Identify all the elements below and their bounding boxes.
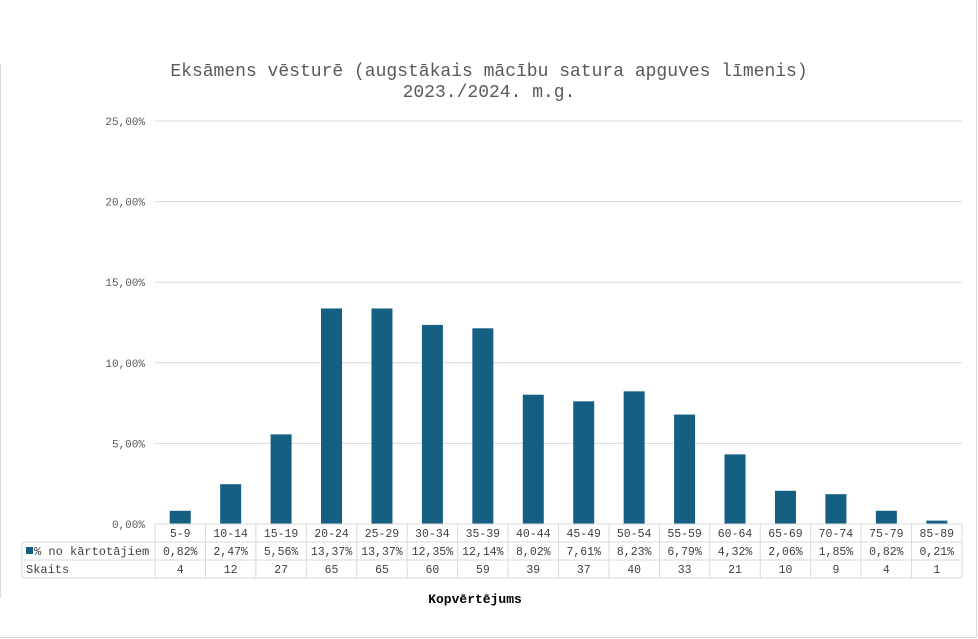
x-tick-label: 85-89 (920, 528, 955, 541)
bar (371, 308, 393, 524)
bar (825, 494, 847, 524)
y-tick-label: 0,00% (112, 520, 145, 532)
table-cell: 1 (933, 564, 940, 577)
bar (522, 394, 544, 524)
table-row-label: Skaits (26, 563, 69, 577)
table-cell: 37 (577, 564, 591, 577)
table-cell: 33 (678, 564, 692, 577)
frame-bottom-edge (66, 637, 977, 638)
bar (774, 490, 796, 524)
x-tick-label: 65-69 (768, 528, 803, 541)
table-cell: 7,61% (566, 546, 601, 559)
chart-title: Eksāmens vēsturē (augstākais mācību satu… (170, 62, 808, 82)
table-cell: 13,37% (361, 546, 403, 559)
table-cell: 27 (274, 564, 288, 577)
bar (472, 328, 494, 524)
x-tick-label: 55-59 (667, 528, 702, 541)
table-cell: 1,85% (819, 546, 854, 559)
bar (875, 510, 897, 524)
table-cell: 13,37% (311, 546, 353, 559)
x-tick-label: 40-44 (516, 528, 551, 541)
table-cell: 59 (476, 564, 490, 577)
table-cell: 39 (526, 564, 540, 577)
bar (724, 454, 746, 524)
bar (623, 391, 645, 524)
y-tick-label: 15,00% (105, 278, 145, 290)
x-tick-label: 30-34 (415, 528, 450, 541)
table-cell: 5,56% (264, 546, 299, 559)
x-tick-label: 75-79 (869, 528, 904, 541)
y-tick-label: 5,00% (112, 439, 145, 451)
bar (169, 510, 191, 524)
x-tick-label: 70-74 (819, 528, 854, 541)
table-cell: 4 (883, 564, 890, 577)
bar (321, 308, 343, 524)
table-cell: 12,35% (412, 546, 454, 559)
y-tick-label: 20,00% (105, 198, 145, 210)
table-cell: 8,23% (617, 546, 652, 559)
table-cell: 10 (779, 564, 793, 577)
table-cell: 0,82% (163, 546, 198, 559)
table-cell: 4 (177, 564, 184, 577)
x-tick-label: 20-24 (314, 528, 349, 541)
table-cell: 40 (627, 564, 641, 577)
x-tick-label: 15-19 (264, 528, 299, 541)
y-tick-label: 10,00% (105, 359, 145, 371)
bar (674, 414, 696, 524)
x-axis-label: Kopvērtējums (428, 592, 522, 607)
frame-left-edge (0, 64, 1, 598)
table-cell: 0,21% (920, 546, 955, 559)
table-row-label: % no kārtotājiem (34, 545, 149, 559)
x-tick-label: 50-54 (617, 528, 652, 541)
table-cell: 65 (375, 564, 389, 577)
bar (220, 484, 242, 524)
table-cell: 8,02% (516, 546, 551, 559)
table-cell: 4,32% (718, 546, 753, 559)
legend-key (26, 547, 33, 554)
chart-subtitle: 2023./2024. m.g. (402, 83, 576, 103)
x-tick-label: 60-64 (718, 528, 753, 541)
table-cell: 2,06% (768, 546, 803, 559)
x-tick-label: 35-39 (466, 528, 501, 541)
table-cell: 21 (728, 564, 742, 577)
x-tick-label: 25-29 (365, 528, 400, 541)
table-cell: 6,79% (667, 546, 702, 559)
chart-title-block: Eksāmens vēsturē (augstākais mācību satu… (0, 62, 978, 104)
table-cell: 12 (224, 564, 238, 577)
table-cell: 0,82% (869, 546, 904, 559)
table-cell: 9 (832, 564, 839, 577)
bar (421, 324, 443, 524)
x-tick-label: 10-14 (213, 528, 248, 541)
bar (573, 401, 595, 524)
bar (270, 434, 292, 524)
table-cell: 12,14% (462, 546, 504, 559)
y-tick-label: 25,00% (105, 117, 145, 129)
bar (926, 520, 948, 524)
table-cell: 60 (426, 564, 440, 577)
x-tick-label: 45-49 (566, 528, 601, 541)
table-cell: 65 (325, 564, 339, 577)
x-tick-label: 5-9 (170, 528, 191, 541)
table-cell: 2,47% (213, 546, 248, 559)
